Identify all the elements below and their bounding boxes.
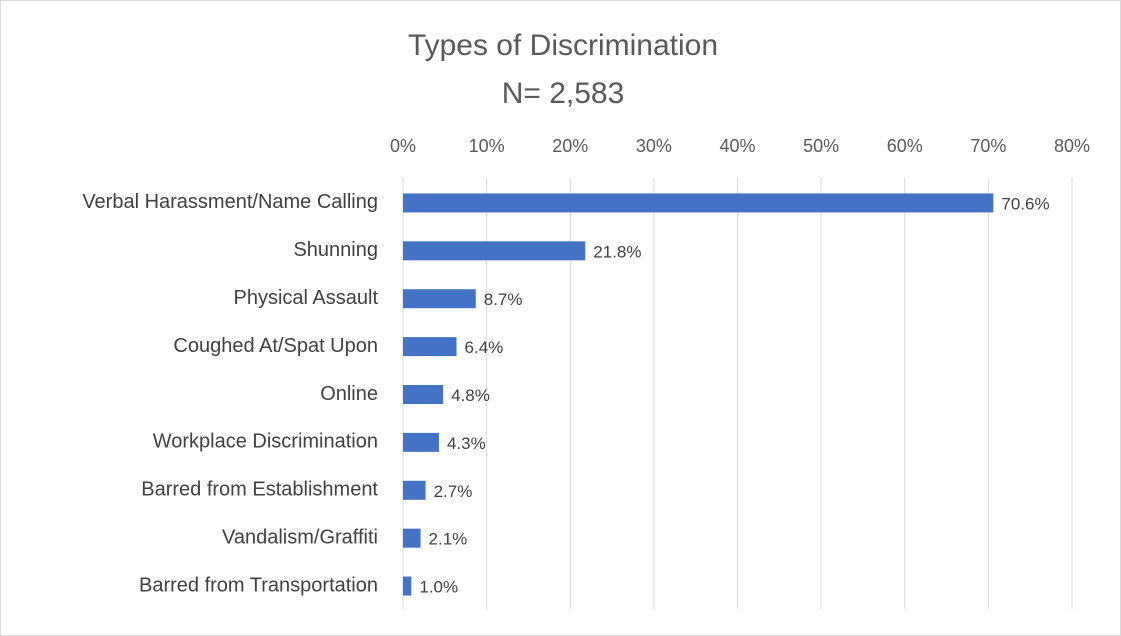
bar [403,337,457,357]
x-tick-label: 40% [719,136,755,156]
data-label: 1.0% [419,578,458,597]
x-tick-label: 60% [887,136,923,156]
y-tick-label: Verbal Harassment/Name Calling [82,191,378,213]
y-tick-label: Vandalism/Graffiti [222,526,378,548]
y-tick-label: Barred from Establishment [141,479,378,501]
data-label: 4.8% [451,386,490,405]
data-label: 8.7% [484,290,523,309]
data-label: 2.7% [434,482,473,501]
x-tick-label: 10% [469,136,505,156]
y-tick-label: Online [320,383,378,405]
x-tick-label: 30% [636,136,672,156]
chart-title: Types of Discrimination [408,29,718,62]
chart-subtitle: N= 2,583 [502,77,625,110]
data-label: 6.4% [465,338,504,357]
x-tick-label: 0% [390,136,416,156]
bar [403,193,994,213]
x-tick-label: 50% [803,136,839,156]
data-label: 21.8% [593,242,641,261]
bar [403,432,439,452]
data-label: 70.6% [1001,194,1049,213]
data-label: 2.1% [429,530,468,549]
data-label: 4.3% [447,434,486,453]
y-tick-label: Workplace Discrimination [153,431,378,453]
bar [403,289,476,309]
bar [403,528,421,548]
y-tick-label: Shunning [293,239,378,261]
bar [403,241,586,261]
y-tick-label: Barred from Transportation [139,574,378,596]
x-tick-label: 80% [1054,136,1090,156]
bar [403,385,444,404]
bar [403,480,426,500]
x-tick-label: 20% [552,136,588,156]
y-tick-label: Physical Assault [233,287,378,309]
y-tick-label: Coughed At/Spat Upon [173,335,378,357]
bar [403,576,412,596]
x-tick-label: 70% [970,136,1006,156]
